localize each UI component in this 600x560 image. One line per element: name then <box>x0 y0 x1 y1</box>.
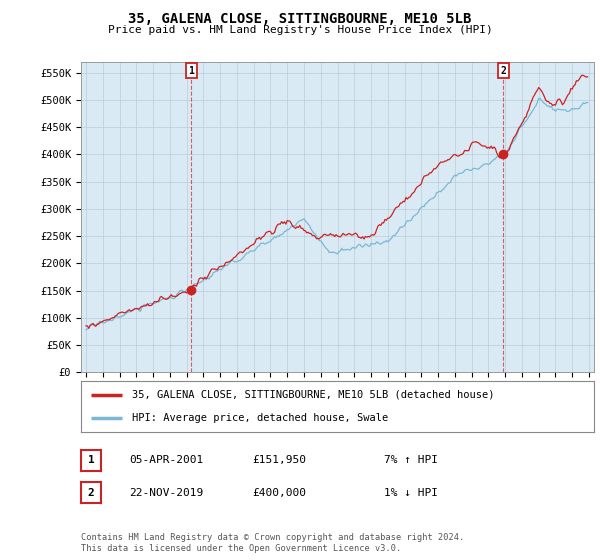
Text: 1% ↓ HPI: 1% ↓ HPI <box>384 488 438 498</box>
Text: 35, GALENA CLOSE, SITTINGBOURNE, ME10 5LB (detached house): 35, GALENA CLOSE, SITTINGBOURNE, ME10 5L… <box>133 390 495 400</box>
Text: Contains HM Land Registry data © Crown copyright and database right 2024.
This d: Contains HM Land Registry data © Crown c… <box>81 533 464 553</box>
Text: Price paid vs. HM Land Registry's House Price Index (HPI): Price paid vs. HM Land Registry's House … <box>107 25 493 35</box>
Text: 7% ↑ HPI: 7% ↑ HPI <box>384 455 438 465</box>
Text: 1: 1 <box>88 455 95 465</box>
Text: 05-APR-2001: 05-APR-2001 <box>129 455 203 465</box>
Text: £151,950: £151,950 <box>252 455 306 465</box>
Text: 35, GALENA CLOSE, SITTINGBOURNE, ME10 5LB: 35, GALENA CLOSE, SITTINGBOURNE, ME10 5L… <box>128 12 472 26</box>
Text: 22-NOV-2019: 22-NOV-2019 <box>129 488 203 498</box>
Text: £400,000: £400,000 <box>252 488 306 498</box>
Text: 1: 1 <box>188 66 194 76</box>
Text: HPI: Average price, detached house, Swale: HPI: Average price, detached house, Swal… <box>133 413 389 423</box>
Text: 2: 2 <box>500 66 506 76</box>
Text: 2: 2 <box>88 488 95 498</box>
